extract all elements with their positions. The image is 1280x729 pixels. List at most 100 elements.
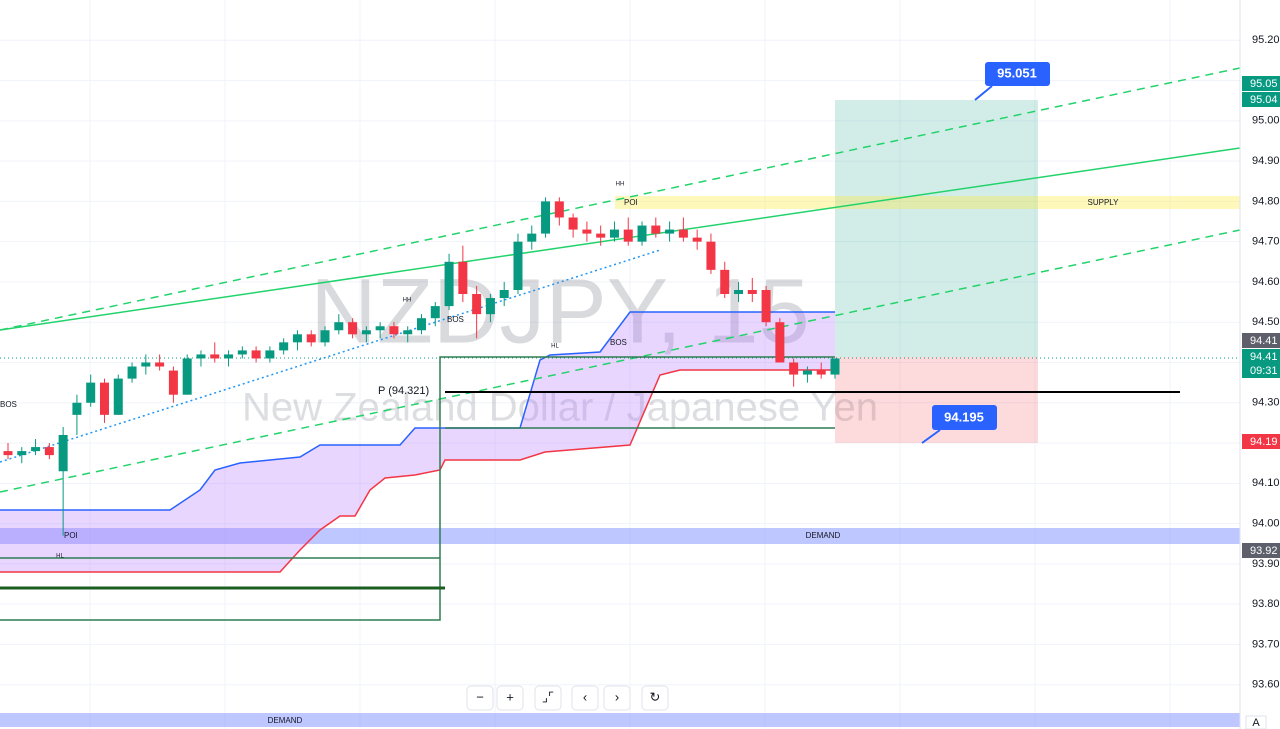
candle-body: [155, 362, 165, 367]
candle-body: [306, 334, 316, 343]
candle-body: [816, 370, 826, 375]
candle-body: [348, 322, 358, 335]
callout-tail: [921, 429, 941, 444]
poi-label: POI: [624, 198, 638, 207]
profit-zone: [835, 100, 1038, 357]
candle-body: [99, 382, 109, 415]
toolbar: − + ⌟⌜ ‹ › ↻: [466, 685, 669, 711]
demand-zone: [0, 713, 1240, 727]
price-badge: [1242, 333, 1280, 348]
candle-body: [141, 362, 151, 367]
candle-body: [789, 362, 799, 375]
price-badge-text: 94.41: [1250, 335, 1278, 347]
bos-label: BOS: [447, 315, 464, 324]
candle-body: [596, 233, 606, 238]
hh-label: HH: [403, 298, 412, 304]
loss-zone: [835, 357, 1038, 443]
grid: [0, 0, 1240, 729]
candle-body: [830, 358, 840, 375]
callout-text: 95.051: [997, 65, 1037, 80]
price-badge-text: 94.41: [1250, 351, 1278, 363]
y-tick-label: 94.10: [1252, 477, 1280, 489]
callout-text: 94.195: [944, 409, 984, 424]
channel-line: [0, 67, 1241, 331]
candle-body: [513, 241, 523, 290]
toolbar-button[interactable]: [496, 685, 524, 711]
candles: [3, 197, 840, 536]
callout-tail: [974, 85, 993, 101]
candle-body: [720, 269, 730, 295]
toolbar-icon: −: [476, 689, 484, 704]
candle-body: [3, 451, 13, 456]
candle-body: [665, 229, 675, 234]
candle-body: [292, 334, 302, 343]
toolbar-button[interactable]: [571, 685, 599, 711]
callout: [985, 62, 1050, 86]
candle-body: [678, 229, 688, 238]
toolbar-button[interactable]: [466, 685, 494, 711]
hh-label: HH: [616, 182, 625, 188]
toolbar-icon: ›: [615, 689, 619, 704]
candle-body: [86, 382, 96, 403]
candle-body: [485, 298, 495, 315]
trendline: [0, 147, 1241, 331]
auto-button[interactable]: [1245, 715, 1267, 729]
candle-body: [196, 354, 206, 359]
price-badge-text: 94.19: [1250, 436, 1278, 448]
y-tick-label: 94.00: [1252, 517, 1280, 529]
candle-body: [44, 447, 54, 456]
candle-body: [623, 229, 633, 242]
price-badge-text: 93.92: [1250, 545, 1278, 557]
price-badge: [1242, 543, 1280, 558]
candle-body: [265, 350, 275, 359]
toolbar-icon: ↻: [650, 689, 661, 704]
y-tick-label: 93.90: [1252, 558, 1280, 570]
y-tick-label: 93.60: [1252, 679, 1280, 691]
price-badge-text: 95.05: [1250, 78, 1278, 90]
price-badges: 95.05 95.04 94.41 94.41 09:31 94.19 93.92: [1242, 76, 1280, 558]
candle-body: [361, 330, 371, 335]
candle-body: [568, 217, 578, 230]
range-box: [0, 356, 835, 621]
candle-body: [182, 358, 192, 395]
y-tick-label: 93.70: [1252, 638, 1280, 650]
bos-label: BOS: [610, 338, 627, 347]
y-tick-label: 95.00: [1252, 115, 1280, 127]
toolbar-button[interactable]: [603, 685, 631, 711]
candle-body: [637, 225, 647, 242]
y-tick-label: 94.30: [1252, 397, 1280, 409]
hl-label: HL: [551, 344, 559, 350]
candle-body: [692, 237, 702, 242]
candle-body: [127, 366, 137, 379]
candle-body: [706, 241, 716, 270]
candle-body: [761, 289, 771, 323]
candle-body: [72, 402, 82, 415]
candle-body: [320, 330, 330, 343]
candle-body: [499, 289, 509, 299]
candle-body: [609, 229, 619, 238]
candle-body: [417, 318, 426, 331]
y-tick-label: 94.60: [1252, 276, 1280, 288]
candle-body: [651, 225, 661, 234]
candle-body: [251, 350, 261, 359]
trendline: [0, 249, 661, 463]
candle-body: [403, 330, 413, 335]
price-badge: [1242, 434, 1280, 449]
callout: [932, 405, 997, 430]
candle-body: [430, 306, 440, 319]
candle-body: [334, 322, 344, 331]
candle-body: [375, 326, 385, 331]
candle-body: [168, 370, 178, 395]
candle-body: [279, 342, 289, 351]
candle-body: [224, 354, 234, 359]
candle-body: [444, 261, 454, 307]
cloud-line: [0, 311, 835, 511]
toolbar-button[interactable]: [641, 685, 669, 711]
candle-body: [582, 229, 592, 234]
y-tick-label: 94.70: [1252, 236, 1280, 248]
candle-body: [472, 294, 482, 315]
candle-body: [775, 322, 785, 363]
toolbar-button[interactable]: [534, 685, 562, 711]
candle-body: [802, 370, 812, 375]
